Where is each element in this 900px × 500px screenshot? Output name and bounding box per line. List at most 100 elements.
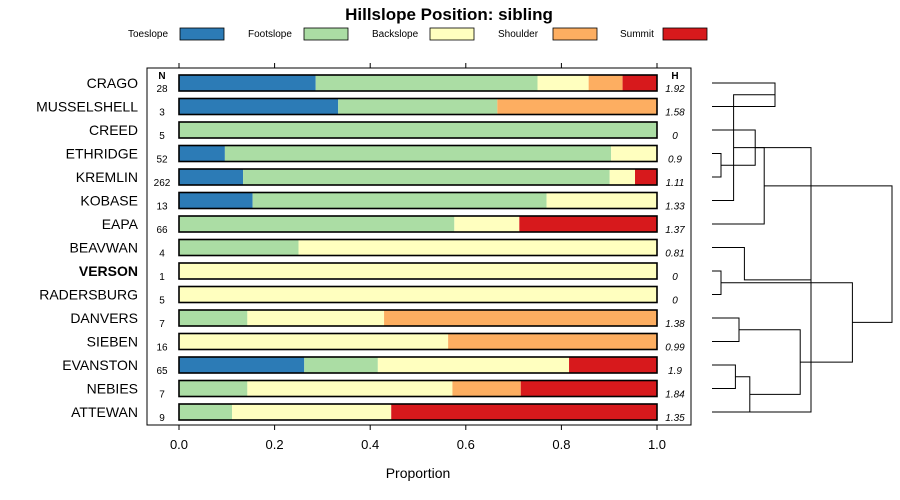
row-label: VERSON: [79, 263, 138, 279]
bar-segment-summit: [519, 216, 657, 232]
bar-outline: [178, 144, 658, 163]
legend-swatch-summit: [662, 27, 708, 41]
legend-label-backslope: Backslope: [372, 29, 419, 40]
x-tick-label: 0.4: [361, 437, 379, 452]
dendrogram-link: [712, 364, 736, 389]
row-label: MUSSELSHELL: [36, 99, 138, 115]
h-value: 0.81: [665, 249, 684, 260]
bar-segment-backslope: [179, 263, 657, 279]
row-evanston: EVANSTON 65 1.9: [62, 356, 682, 377]
bar-segment-footslope: [304, 357, 378, 373]
n-value: 5: [159, 131, 165, 142]
bar-segment-backslope: [377, 357, 570, 373]
n-value: 7: [159, 319, 165, 330]
bar-segment-shoulder: [384, 310, 657, 326]
row-musselshell: MUSSELSHELL 3 1.58: [36, 97, 685, 119]
bar-segment-footslope: [179, 310, 248, 326]
bar-segment-backslope: [611, 145, 657, 162]
dendrogram-link: [712, 270, 722, 295]
n-value: 52: [156, 155, 168, 166]
h-value: 1.33: [665, 202, 685, 213]
bar-segment-footslope: [179, 404, 233, 420]
bar-segment-backslope: [179, 333, 449, 350]
legend-swatch-footslope: [303, 27, 349, 41]
bar-segment-backslope: [454, 216, 520, 232]
bar-outline: [178, 262, 658, 280]
h-value: 1.9: [668, 366, 682, 377]
bar-segment-footslope: [179, 216, 455, 232]
bar-segment-footslope: [315, 75, 538, 91]
row-nebies: NEBIES 7 1.84: [87, 379, 685, 401]
dendrogram: [712, 82, 893, 413]
row-beavwan: BEAVWAN 4 0.81: [70, 238, 685, 260]
dendrogram-link: [712, 376, 751, 413]
bar-outline: [178, 332, 658, 351]
dendrogram-link: [721, 282, 853, 363]
bar-segment-summit: [391, 404, 657, 420]
row-label: BEAVWAN: [70, 240, 138, 256]
legend-label-summit: Summit: [620, 29, 654, 40]
bar-segment-footslope: [252, 192, 547, 209]
x-axis-label: Proportion: [386, 465, 451, 481]
row-label: RADERSBURG: [39, 287, 138, 303]
n-value: 4: [159, 249, 165, 260]
x-tick-label: 0.2: [266, 437, 284, 452]
h-value: 1.37: [665, 225, 685, 236]
n-value: 16: [156, 343, 168, 354]
bar-segment-backslope: [232, 404, 392, 420]
h-value: 0.9: [668, 155, 682, 166]
bar-outline: [178, 285, 658, 304]
bar-segment-backslope: [537, 75, 589, 91]
row-creed: CREED 5 0: [89, 121, 678, 142]
dendrogram-link: [712, 153, 722, 178]
bar-segment-summit: [520, 380, 657, 397]
n-value: 9: [159, 413, 165, 424]
bar-outline: [178, 403, 658, 421]
h-value: 1.11: [666, 178, 685, 189]
bar-segment-footslope: [243, 169, 610, 185]
h-column-header: H: [671, 71, 678, 82]
row-label: ATTEWAN: [71, 404, 138, 420]
bar-segment-shoulder: [497, 98, 657, 115]
n-value: 1: [159, 272, 165, 283]
bar-outline: [178, 379, 658, 398]
bar-segment-backslope: [247, 380, 453, 397]
row-eapa: EAPA 66 1.37: [102, 215, 685, 236]
row-label: KOBASE: [80, 193, 138, 209]
n-value: 28: [156, 84, 168, 95]
plot-frame: [146, 67, 692, 426]
row-radersburg: RADERSBURG 5 0: [39, 285, 678, 307]
row-label: CREED: [89, 122, 138, 138]
bar-segment-toeslope: [179, 145, 225, 162]
bar-segment-toeslope: [179, 192, 253, 209]
row-crago: CRAGO 28 1.92: [87, 74, 685, 95]
h-value: 1.92: [665, 84, 685, 95]
bar-segment-toeslope: [179, 357, 305, 373]
n-value: 3: [159, 108, 165, 119]
chart-title: Hillslope Position: sibling: [345, 5, 553, 24]
row-attewan: ATTEWAN 9 1.35: [71, 403, 685, 424]
x-axis: 0.0 0.2 0.4 0.6 0.8 1.0: [170, 63, 666, 452]
dendrogram-link: [712, 247, 811, 281]
row-danvers: DANVERS 7 1.38: [70, 309, 685, 330]
row-label: KREMLIN: [76, 169, 138, 185]
n-value: 262: [154, 178, 171, 189]
x-tick-label: 1.0: [648, 437, 666, 452]
legend-label-toeslope: Toeslope: [128, 29, 168, 40]
h-value: 1.38: [665, 319, 685, 330]
row-sieben: SIEBEN 16 0.99: [87, 332, 685, 354]
bar-outline: [178, 191, 658, 210]
row-label: DANVERS: [70, 310, 138, 326]
bar-outline: [178, 238, 658, 257]
bar-segment-shoulder: [452, 380, 521, 397]
bar-segment-summit: [635, 169, 657, 185]
h-value: 0: [672, 296, 678, 307]
h-value: 0.99: [665, 343, 685, 354]
bar-segment-summit: [569, 357, 657, 373]
row-label: NEBIES: [87, 381, 138, 397]
row-label: CRAGO: [87, 75, 138, 91]
bar-segment-footslope: [179, 122, 657, 138]
bar-segment-footslope: [179, 380, 248, 397]
bar-segment-backslope: [179, 286, 657, 303]
row-ethridge: ETHRIDGE 52 0.9: [66, 144, 682, 166]
